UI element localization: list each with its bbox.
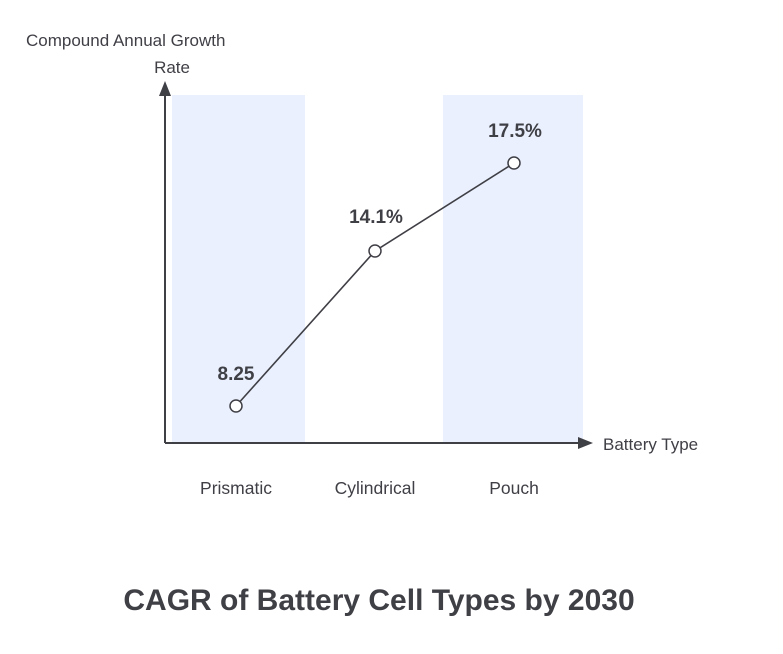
y-axis-title-line2: Rate xyxy=(154,58,190,77)
category-band-pouch xyxy=(443,95,583,443)
data-label-cylindrical: 14.1% xyxy=(349,207,403,228)
data-label-pouch: 17.5% xyxy=(488,121,542,142)
chart-title: CAGR of Battery Cell Types by 2030 xyxy=(123,584,634,617)
data-label-prismatic: 8.25 xyxy=(218,364,255,385)
category-band-prismatic xyxy=(172,95,305,443)
data-point-pouch[interactable] xyxy=(507,156,521,170)
x-axis-title: Battery Type xyxy=(603,435,698,454)
x-tick-label-cylindrical: Cylindrical xyxy=(335,478,416,498)
x-tick-label-pouch: Pouch xyxy=(489,478,539,498)
data-point-cylindrical[interactable] xyxy=(368,244,382,258)
x-axis-arrowhead xyxy=(578,437,593,449)
data-point-prismatic[interactable] xyxy=(229,399,243,413)
x-tick-label-prismatic: Prismatic xyxy=(200,478,272,498)
y-axis-arrowhead xyxy=(159,81,171,96)
y-axis-title-line1: Compound Annual Growth xyxy=(26,31,225,50)
